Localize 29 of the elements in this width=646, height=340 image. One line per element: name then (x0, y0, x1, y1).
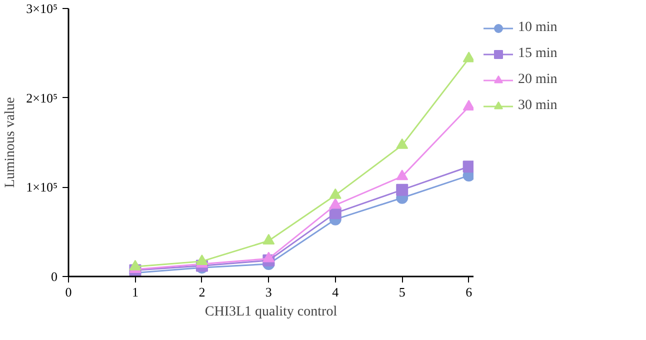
y-tick-label: 3×10⁵ (26, 1, 58, 16)
point (262, 252, 275, 262)
legend-label: 20 min (518, 72, 558, 88)
point (462, 100, 474, 110)
point (196, 254, 208, 265)
point (462, 160, 474, 173)
point (396, 184, 408, 196)
legend-label: 15 min (518, 46, 558, 62)
y-tick-label: 1×10⁵ (26, 180, 58, 195)
y-tick-label: 0 (51, 269, 58, 284)
x-tick-label: 4 (332, 284, 340, 300)
legend-label: 30 min (518, 98, 558, 114)
x-tick-label: 0 (65, 284, 72, 300)
x-tick-label: 3 (265, 284, 272, 300)
point (262, 234, 275, 244)
x-axis-title: CHI3L1 quality control (204, 304, 338, 320)
point (462, 52, 474, 62)
y-axis-title: Luminous value (3, 97, 18, 188)
legend-label: 10 min (518, 20, 558, 36)
x-tick-label: 2 (198, 284, 206, 300)
point (396, 138, 408, 149)
point (129, 260, 142, 270)
y-tick-label: 2×10⁵ (26, 90, 58, 106)
x-tick-label: 5 (398, 284, 406, 300)
point (396, 170, 408, 180)
x-tick-label: 1 (132, 284, 138, 300)
point (329, 188, 342, 199)
point (329, 198, 342, 209)
x-tick-label: 6 (466, 284, 473, 300)
